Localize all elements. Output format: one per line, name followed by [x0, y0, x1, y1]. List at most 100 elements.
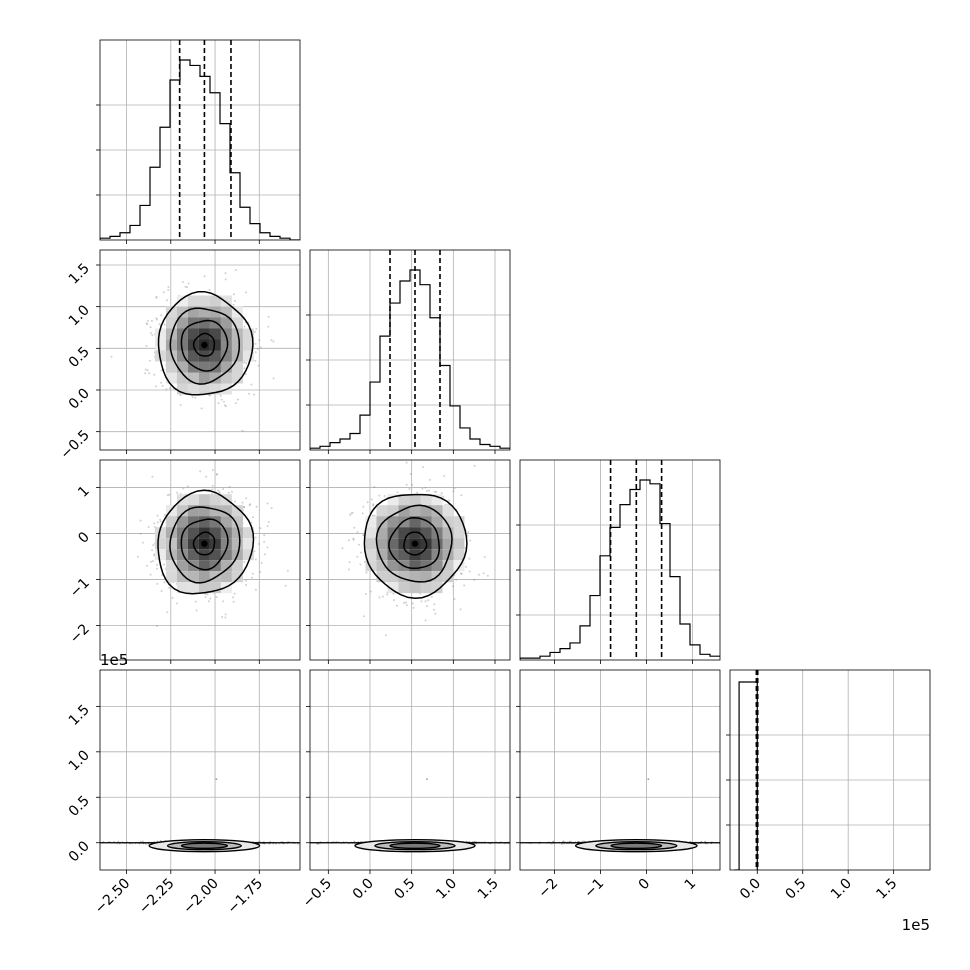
y-tick-label: −2 — [67, 621, 93, 647]
scatter-point — [411, 483, 414, 486]
panel-border — [519, 669, 721, 871]
y-tick-label: 0.0 — [66, 838, 93, 865]
density-cell — [198, 516, 210, 528]
scatter-point — [270, 339, 273, 342]
scatter-point — [386, 593, 389, 596]
scatter-point — [211, 488, 214, 491]
density-cell — [387, 538, 399, 550]
scatter-point — [468, 570, 471, 573]
scatter-point — [362, 534, 365, 537]
scatter-point — [442, 495, 445, 498]
x-tick-label: 0.0 — [737, 876, 764, 903]
y-tick-label: 1.0 — [66, 302, 93, 329]
density-cell — [165, 350, 177, 362]
density-cell — [209, 516, 221, 528]
contour — [180, 518, 229, 571]
density-cell — [220, 328, 232, 340]
scatter-point — [153, 522, 156, 525]
scatter-point — [156, 514, 159, 517]
scatter-point — [110, 355, 113, 358]
scatter-point — [746, 842, 748, 844]
scatter-point — [161, 384, 164, 387]
scatter-point — [144, 368, 147, 371]
scatter-point — [149, 326, 152, 329]
scatter-point — [395, 604, 398, 607]
x-tick-label: 0.0 — [350, 876, 377, 903]
scatter-point — [145, 345, 148, 347]
scatter-point — [204, 593, 207, 595]
y-tick-label: −0.5 — [57, 427, 92, 462]
scatter-point — [483, 556, 486, 558]
x-tick-label: 0.5 — [391, 876, 418, 903]
scatter-point — [448, 499, 451, 502]
scatter-point — [153, 553, 156, 556]
scatter-point — [348, 561, 351, 564]
density-cell — [187, 549, 199, 561]
scatter-point — [224, 404, 226, 407]
x-tick-label: 0 — [636, 876, 654, 894]
scatter-point — [146, 323, 149, 326]
x-tick-label: −1.75 — [224, 876, 266, 918]
scatter-point — [270, 507, 273, 509]
scatter-point — [373, 486, 376, 488]
scatter-point — [378, 596, 381, 599]
density-cell — [209, 494, 221, 506]
density-cell — [231, 339, 243, 351]
density-cell — [187, 361, 199, 373]
scatter-point — [149, 332, 152, 335]
scatter-point — [425, 489, 428, 492]
scatter-point — [409, 472, 412, 475]
density-cell — [398, 549, 410, 561]
density-cell — [442, 527, 454, 539]
scatter-point — [257, 364, 260, 367]
density-cell — [409, 505, 421, 517]
scatter-point — [150, 560, 153, 563]
density-cell — [198, 372, 210, 384]
scatter-point — [365, 571, 368, 574]
scatter-point — [241, 429, 244, 432]
scatter-point — [721, 841, 723, 843]
density-cell — [420, 505, 432, 517]
scatter-point — [424, 619, 427, 622]
scatter-point — [426, 778, 428, 780]
scatter-point — [434, 612, 437, 615]
scatter-point — [361, 512, 364, 515]
scatter-point — [220, 398, 223, 401]
density-cell — [398, 505, 410, 517]
scatter-point — [353, 840, 356, 843]
scatter-point — [435, 491, 438, 493]
scatter-point — [258, 339, 261, 342]
density-cell — [231, 372, 243, 384]
scatter-point — [92, 842, 94, 844]
scatter-point — [581, 840, 583, 843]
scatter-point — [209, 597, 212, 600]
scatter-point — [733, 842, 735, 844]
y-tick-label: 1.5 — [66, 261, 93, 288]
density-cell — [442, 505, 454, 517]
panel-content — [100, 460, 300, 660]
density-cell — [165, 372, 177, 384]
scatter-point — [224, 405, 227, 408]
density-cell — [176, 361, 188, 373]
scatter-point — [245, 583, 248, 586]
density-cell — [242, 538, 254, 550]
scatter-point — [254, 359, 257, 362]
density-cell — [376, 560, 388, 572]
x-tick-label: −2 — [535, 876, 561, 902]
density-cell — [420, 527, 432, 539]
scatter-point — [735, 841, 737, 843]
density-cell — [409, 516, 421, 528]
scatter-point — [150, 319, 153, 322]
scatter-point — [182, 487, 185, 490]
scatter-point — [255, 327, 258, 330]
density-cell — [176, 538, 188, 550]
density-cell — [398, 571, 410, 583]
scatter-point — [162, 291, 165, 294]
scatter-point — [147, 319, 149, 322]
x-tick-label: −1 — [581, 876, 607, 902]
scatter-point — [142, 840, 144, 843]
density-cell — [176, 372, 188, 384]
density-cell — [220, 560, 232, 572]
x-tick-label: 1.0 — [828, 876, 855, 903]
scatter-point — [176, 602, 179, 605]
